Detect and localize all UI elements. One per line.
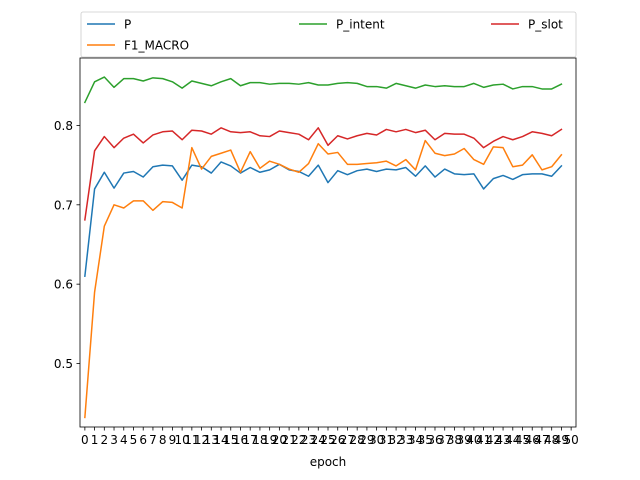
x-tick-label: 35 bbox=[418, 433, 433, 447]
x-tick-label: 50 bbox=[563, 433, 578, 447]
x-tick-label: 40 bbox=[466, 433, 481, 447]
x-tick-label: 19 bbox=[262, 433, 277, 447]
x-tick-label: 10 bbox=[174, 433, 189, 447]
x-tick-label: 32 bbox=[388, 433, 403, 447]
x-tick-label: 43 bbox=[495, 433, 510, 447]
legend-label: P bbox=[124, 18, 131, 32]
plot-frame bbox=[79, 57, 577, 428]
x-tick-label: 16 bbox=[233, 433, 248, 447]
plot-area bbox=[80, 58, 576, 427]
x-tick-label: 4 bbox=[120, 433, 128, 447]
x-tick-label: 37 bbox=[437, 433, 452, 447]
y-tick-label: 0.6 bbox=[54, 278, 73, 292]
x-tick-label: 2 bbox=[100, 433, 108, 447]
x-tick-label: 25 bbox=[320, 433, 335, 447]
x-tick-label: 26 bbox=[330, 433, 345, 447]
x-tick-label: 41 bbox=[476, 433, 491, 447]
x-tick-label: 30 bbox=[369, 433, 384, 447]
x-tick-label: 8 bbox=[159, 433, 167, 447]
x-tick-label: 49 bbox=[554, 433, 569, 447]
plot-background bbox=[80, 58, 576, 427]
x-tick-label: 36 bbox=[427, 433, 442, 447]
x-tick-label: 33 bbox=[398, 433, 413, 447]
x-tick-label: 28 bbox=[350, 433, 365, 447]
x-tick-label: 0 bbox=[81, 433, 89, 447]
x-tick-label: 29 bbox=[359, 433, 374, 447]
x-axis-label: epoch bbox=[310, 455, 347, 469]
x-tick-label: 18 bbox=[252, 433, 267, 447]
x-tick-label: 21 bbox=[281, 433, 296, 447]
legend-frame bbox=[80, 11, 577, 58]
x-tick-label: 27 bbox=[340, 433, 355, 447]
x-tick-label: 47 bbox=[534, 433, 549, 447]
x-tick-label: 3 bbox=[110, 433, 118, 447]
x-tick-label: 34 bbox=[408, 433, 423, 447]
x-tick-label: 12 bbox=[194, 433, 209, 447]
x-tick-label: 48 bbox=[544, 433, 559, 447]
x-tick-label: 14 bbox=[213, 433, 228, 447]
x-tick-label: 1 bbox=[91, 433, 99, 447]
x-tick-label: 15 bbox=[223, 433, 238, 447]
legend-label: P_slot bbox=[528, 18, 563, 32]
legend-label: P_intent bbox=[336, 18, 385, 32]
x-tick-label: 24 bbox=[311, 433, 326, 447]
y-tick-label: 0.5 bbox=[54, 357, 73, 371]
x-tick-label: 6 bbox=[139, 433, 147, 447]
legend: P F1_MACRO P_intent P_slot bbox=[80, 11, 577, 58]
y-tick-label: 0.8 bbox=[54, 119, 73, 133]
x-tick-label: 7 bbox=[149, 433, 157, 447]
x-tick-label: 20 bbox=[272, 433, 287, 447]
x-tick-label: 45 bbox=[515, 433, 530, 447]
x-tick-label: 9 bbox=[169, 433, 177, 447]
y-tick-label: 0.7 bbox=[54, 198, 73, 212]
x-tick-label: 38 bbox=[447, 433, 462, 447]
legend-label: F1_MACRO bbox=[124, 39, 189, 53]
x-tick-label: 5 bbox=[130, 433, 138, 447]
x-tick-label: 39 bbox=[457, 433, 472, 447]
series-lines bbox=[83, 76, 563, 419]
series-line-p-slot bbox=[84, 127, 563, 221]
series-line-p-intent bbox=[83, 76, 563, 104]
series-line-f1-macro bbox=[84, 139, 563, 419]
x-tick-label: 46 bbox=[525, 433, 540, 447]
x-tick-label: 44 bbox=[505, 433, 520, 447]
x-tick-label: 31 bbox=[379, 433, 394, 447]
x-tick-label: 42 bbox=[486, 433, 501, 447]
x-tick-label: 11 bbox=[184, 433, 199, 447]
x-tick-label: 22 bbox=[291, 433, 306, 447]
x-tick-label: 23 bbox=[301, 433, 316, 447]
series-line-p bbox=[84, 161, 563, 278]
x-tick-label: 13 bbox=[204, 433, 219, 447]
x-axis-ticks: 0 1 2 3 4 5 6 7 8 9101112131415161718192021222324… bbox=[81, 427, 579, 447]
y-axis-ticks: 0.5 0.6 0.7 0.8 bbox=[54, 119, 80, 371]
x-tick-label: 17 bbox=[243, 433, 258, 447]
